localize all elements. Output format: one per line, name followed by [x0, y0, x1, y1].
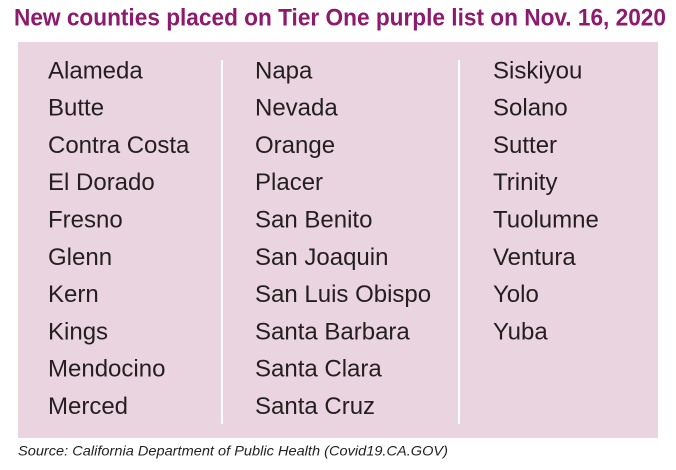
county-name: Kern: [48, 281, 99, 308]
county-name: Contra Costa: [48, 132, 190, 159]
county-name: Siskiyou: [493, 57, 582, 84]
county-name: Santa Barbara: [255, 318, 410, 345]
county-name: El Dorado: [48, 169, 155, 196]
county-name: Merced: [48, 393, 128, 420]
county-name: Tuolumne: [493, 207, 599, 234]
county-name: Alameda: [48, 57, 143, 84]
county-name: Glenn: [48, 244, 112, 271]
source: Source: California Department of Public …: [18, 443, 448, 459]
county-name: Placer: [255, 169, 323, 196]
county-name: San Luis Obispo: [255, 281, 431, 308]
county-name: Napa: [255, 57, 313, 84]
county-name: San Joaquin: [255, 244, 388, 271]
county-name: Mendocino: [48, 356, 165, 383]
county-name: San Benito: [255, 207, 372, 234]
county-name: Sutter: [493, 132, 557, 159]
county-name: Orange: [255, 132, 335, 159]
county-name: Fresno: [48, 207, 123, 234]
county-name: Ventura: [493, 244, 576, 271]
county-name: Solano: [493, 95, 568, 122]
county-columns: Alameda Butte Contra Costa El Dorado Fresno G…: [48, 57, 599, 420]
county-name: Nevada: [255, 95, 338, 122]
county-name: Santa Clara: [255, 356, 382, 383]
county-name: Yuba: [493, 318, 548, 345]
county-name: Kings: [48, 318, 108, 345]
list-panel: [18, 42, 658, 438]
county-name: Trinity: [493, 169, 557, 196]
county-name: Yolo: [493, 281, 539, 308]
title: New counties placed on Tier One purple l…: [14, 4, 666, 31]
county-name: Santa Cruz: [255, 393, 375, 420]
county-name: Butte: [48, 95, 104, 122]
